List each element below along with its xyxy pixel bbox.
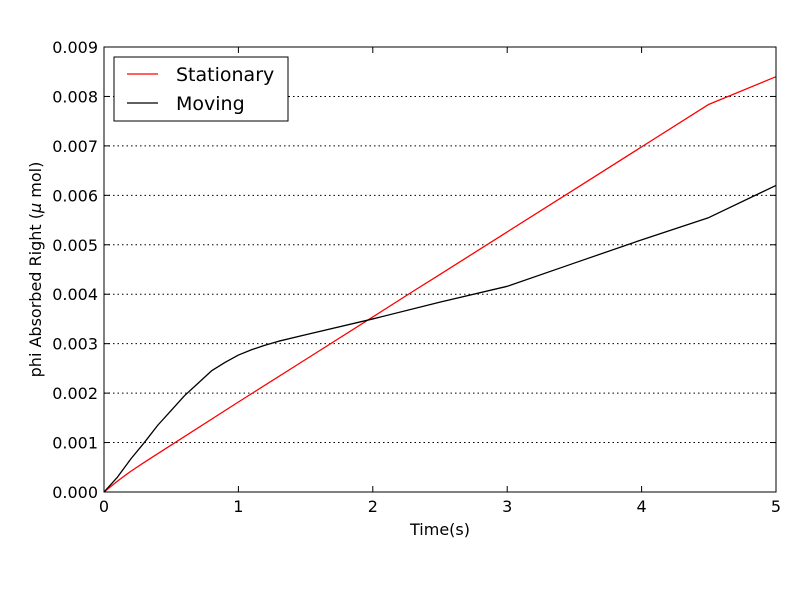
y-tick-label: 0.004 — [52, 285, 98, 304]
axis-ticks: 0.000 0.001 0.002 0.003 0.004 0.005 0.006 0.007… — [52, 38, 781, 516]
y-tick-label: 0.007 — [52, 137, 98, 156]
x-axis-label: Time(s) — [409, 520, 470, 539]
y-tick-label: 0.009 — [52, 38, 98, 57]
y-tick-label: 0.000 — [52, 483, 98, 502]
x-tick-label: 2 — [368, 497, 378, 516]
y-tick-label: 0.005 — [52, 236, 98, 255]
y-tick-label: 0.003 — [52, 335, 98, 354]
x-tick-label: 3 — [502, 497, 512, 516]
series-lines — [103, 76, 777, 493]
y-tick-label: 0.008 — [52, 87, 98, 106]
legend-label-stationary: Stationary — [176, 64, 274, 86]
legend-box — [113, 56, 289, 122]
y-tick-label: 0.002 — [52, 384, 98, 403]
plot-frame — [103, 46, 777, 493]
y-tick-label: 0.006 — [52, 186, 98, 205]
x-tick-label: 0 — [99, 497, 109, 516]
x-tick-label: 5 — [771, 497, 781, 516]
y-axis-label: phi Absorbed Right (μ mol) — [26, 162, 45, 378]
y-tick-label: 0.001 — [52, 434, 98, 453]
x-tick-label: 4 — [637, 497, 647, 516]
series-line-stationary — [103, 76, 777, 493]
y-axis-label-suffix: mol) — [26, 162, 45, 203]
legend-label-moving: Moving — [176, 93, 245, 115]
y-axis-label-mu: μ — [26, 203, 45, 214]
x-tick-label: 1 — [233, 497, 243, 516]
series-line-moving — [103, 184, 777, 493]
y-axis-label-prefix: phi Absorbed Right ( — [26, 213, 45, 377]
legend: Stationary Moving — [113, 56, 289, 122]
